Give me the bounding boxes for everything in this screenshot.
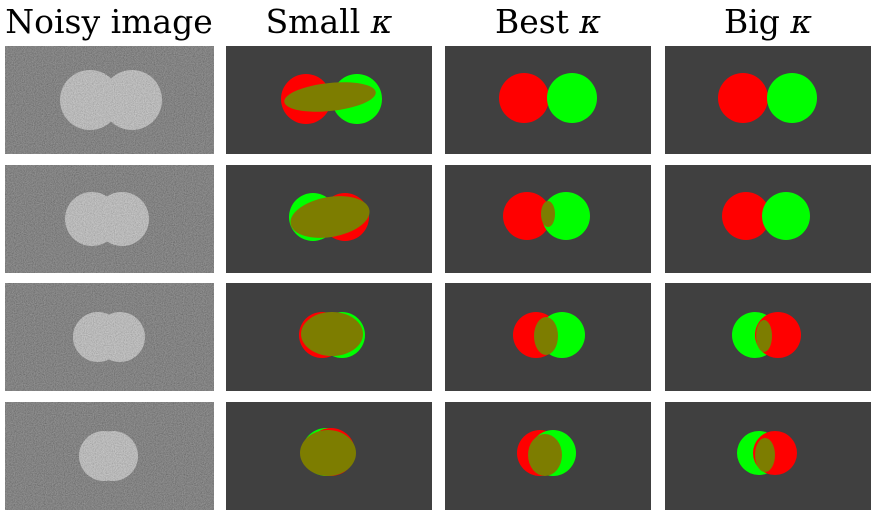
header-noisy-image: Noisy image — [0, 0, 218, 44]
overlap-region — [301, 312, 363, 356]
overlap-region — [755, 438, 775, 472]
overlap-region — [756, 320, 772, 352]
header-big-kappa-symbol: κ — [790, 2, 813, 41]
header-small-kappa-text: Small — [265, 2, 361, 41]
overlap-region — [300, 430, 356, 476]
red-region — [499, 73, 549, 123]
noise-overlay — [5, 402, 214, 510]
header-big-kappa: Big κ — [665, 0, 871, 44]
noisy-panel-row-1 — [5, 46, 214, 154]
noise-overlay — [5, 283, 214, 391]
red-region — [718, 73, 768, 123]
best-panel-row-1 — [445, 46, 651, 154]
big-panel-row-2 — [665, 165, 871, 273]
header-noisy-image-text: Noisy image — [5, 2, 213, 41]
header-small-kappa: Small κ — [226, 0, 432, 44]
small-panel-row-1 — [226, 46, 432, 154]
green-region — [762, 192, 810, 240]
best-panel-row-2 — [445, 165, 651, 273]
green-region — [542, 192, 590, 240]
overlap-region — [290, 196, 370, 238]
big-panel-row-1 — [665, 46, 871, 154]
best-panel-row-4 — [445, 402, 651, 510]
noise-overlay — [5, 165, 214, 273]
noisy-panel-row-2 — [5, 165, 214, 273]
overlap-region — [534, 317, 558, 355]
header-best-kappa-text: Best — [494, 2, 569, 41]
noisy-panel-row-4 — [5, 402, 214, 510]
header-small-kappa-symbol: κ — [370, 2, 393, 41]
green-region — [547, 73, 597, 123]
red-region — [722, 192, 770, 240]
noisy-panel-row-3 — [5, 283, 214, 391]
overlap-region — [528, 434, 562, 476]
overlap-region — [541, 201, 555, 227]
overlap-region — [284, 82, 376, 112]
green-region — [767, 73, 817, 123]
big-panel-row-4 — [665, 402, 871, 510]
small-panel-row-4 — [226, 402, 432, 510]
header-best-kappa: Best κ — [445, 0, 651, 44]
header-best-kappa-symbol: κ — [579, 2, 602, 41]
small-panel-row-2 — [226, 165, 432, 273]
header-big-kappa-text: Big — [723, 2, 780, 41]
noise-overlay — [5, 46, 214, 154]
small-panel-row-3 — [226, 283, 432, 391]
big-panel-row-3 — [665, 283, 871, 391]
red-region — [503, 192, 551, 240]
best-panel-row-3 — [445, 283, 651, 391]
